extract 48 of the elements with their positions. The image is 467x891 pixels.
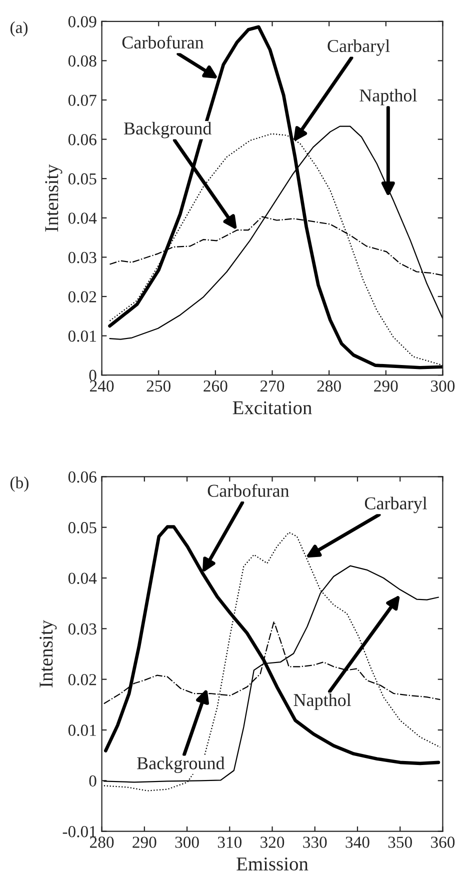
chart-title: (a) — [10, 21, 28, 36]
x-tick-label: 290 — [132, 836, 156, 848]
y-tick-label: 0.07 — [68, 94, 96, 106]
y-axis-title: Intensity — [45, 164, 62, 232]
y-tick-label: 0.05 — [68, 522, 96, 534]
y-tick-label: 0.06 — [68, 471, 96, 483]
x-tick-label: 340 — [346, 836, 370, 848]
x-tick-label: 290 — [374, 380, 398, 392]
x-tick-label: 280 — [317, 380, 341, 392]
annotation: Carbofuran — [208, 484, 290, 497]
x-tick-label: 270 — [260, 380, 284, 392]
x-axis-title: Emission — [236, 857, 308, 871]
y-tick-label: 0.06 — [68, 134, 96, 146]
x-axis-title: Excitation — [232, 401, 312, 414]
x-tick-label: 280 — [90, 836, 114, 848]
y-tick-label: 0.03 — [68, 623, 96, 635]
annotation: Carbaryl — [364, 496, 427, 514]
x-tick-label: 240 — [90, 380, 114, 392]
y-tick-label: 0.02 — [68, 291, 96, 303]
y-tick-label: 0.02 — [68, 674, 96, 686]
x-tick-label: 350 — [388, 836, 412, 848]
y-tick-label: 0.05 — [68, 173, 96, 185]
x-tick-label: 320 — [260, 836, 284, 848]
x-tick-label: 250 — [146, 380, 170, 392]
y-tick-label: 0.04 — [68, 212, 97, 224]
y-tick-label: 0 — [89, 370, 96, 382]
y-tick-label: 0.03 — [68, 252, 96, 264]
annotation: Napthol — [360, 88, 417, 106]
y-tick-label: 0 — [89, 775, 96, 787]
chart-title: (b) — [10, 476, 28, 492]
x-tick-label: 300 — [175, 836, 199, 848]
y-axis-title: Intensity — [40, 620, 57, 688]
x-tick-label: 310 — [218, 836, 242, 848]
y-tick-label: 0.04 — [68, 572, 97, 584]
x-tick-label: 330 — [303, 836, 327, 848]
y-tick-label: 0.01 — [68, 724, 96, 736]
x-tick-label: 360 — [431, 836, 455, 848]
annotation: Carbaryl — [328, 39, 390, 56]
y-tick-label: 0.01 — [68, 330, 96, 342]
x-tick-label: 300 — [431, 380, 455, 392]
y-tick-label: 0.09 — [68, 16, 96, 28]
annotation: Background — [124, 122, 212, 138]
annotation: Napthol — [294, 693, 352, 710]
x-tick-label: 260 — [204, 380, 228, 392]
annotation: Background — [137, 756, 225, 774]
y-tick-label: 0.08 — [68, 55, 96, 67]
y-tick-label: -0.01 — [62, 826, 96, 838]
annotation: Carbofuran — [122, 36, 204, 49]
